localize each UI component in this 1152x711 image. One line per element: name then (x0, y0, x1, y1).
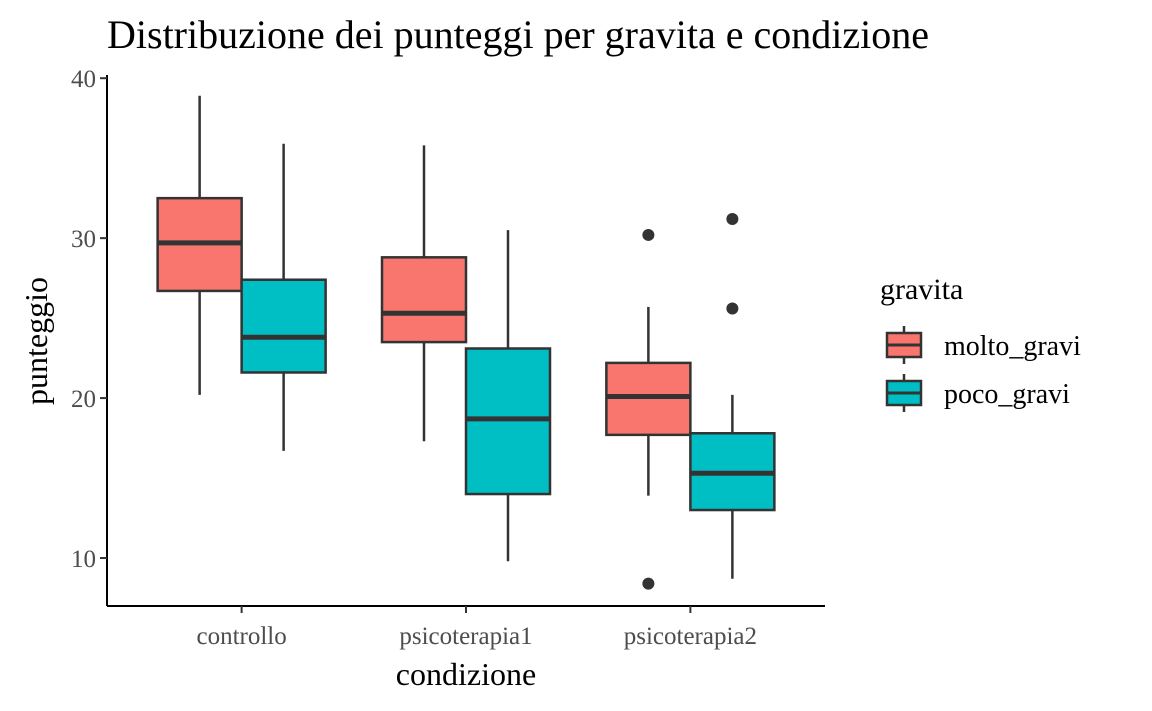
outlier-point (642, 228, 655, 241)
legend: gravita molto_gravi poco_gravi (880, 273, 1081, 412)
y-tick-label: 40 (71, 66, 96, 93)
outlier-point (726, 302, 739, 315)
box-molto_gravi-controllo (156, 95, 243, 395)
box-molto_gravi-psicoterapia1 (380, 145, 468, 442)
box-poco_gravi-psicoterapia1 (464, 230, 552, 562)
legend-item-molto_gravi: molto_gravi (885, 326, 1081, 364)
box-iqr (240, 278, 327, 374)
legend-title: gravita (880, 273, 963, 306)
x-tick-label: psicoterapia1 (399, 623, 532, 650)
outlier-point (642, 577, 655, 590)
outlier-point (726, 212, 739, 225)
legend-label: poco_gravi (944, 379, 1070, 410)
box-poco_gravi-controllo (240, 143, 327, 451)
x-tick-label: psicoterapia2 (624, 623, 757, 650)
y-tick-label: 20 (71, 386, 96, 413)
y-tick-label: 30 (71, 226, 96, 253)
x-axis-title: condizione (396, 656, 536, 692)
plot-area (156, 95, 776, 590)
y-axis-ticks: 10 20 30 40 (71, 66, 107, 573)
x-axis-ticks: controllo psicoterapia1 psicoterapia2 (196, 606, 757, 650)
box-poco_gravi-psicoterapia2 (689, 212, 776, 579)
legend-item-poco_gravi: poco_gravi (885, 374, 1070, 412)
x-tick-label: controllo (196, 623, 286, 650)
legend-label: molto_gravi (944, 331, 1081, 362)
box-molto_gravi-psicoterapia2 (605, 228, 692, 590)
box-iqr (380, 256, 468, 344)
chart-title: Distribuzione dei punteggi per gravita e… (107, 12, 929, 57)
legend-items: molto_gravi poco_gravi (885, 326, 1081, 412)
y-tick-label: 10 (71, 546, 96, 573)
y-axis-title: punteggio (18, 277, 54, 405)
